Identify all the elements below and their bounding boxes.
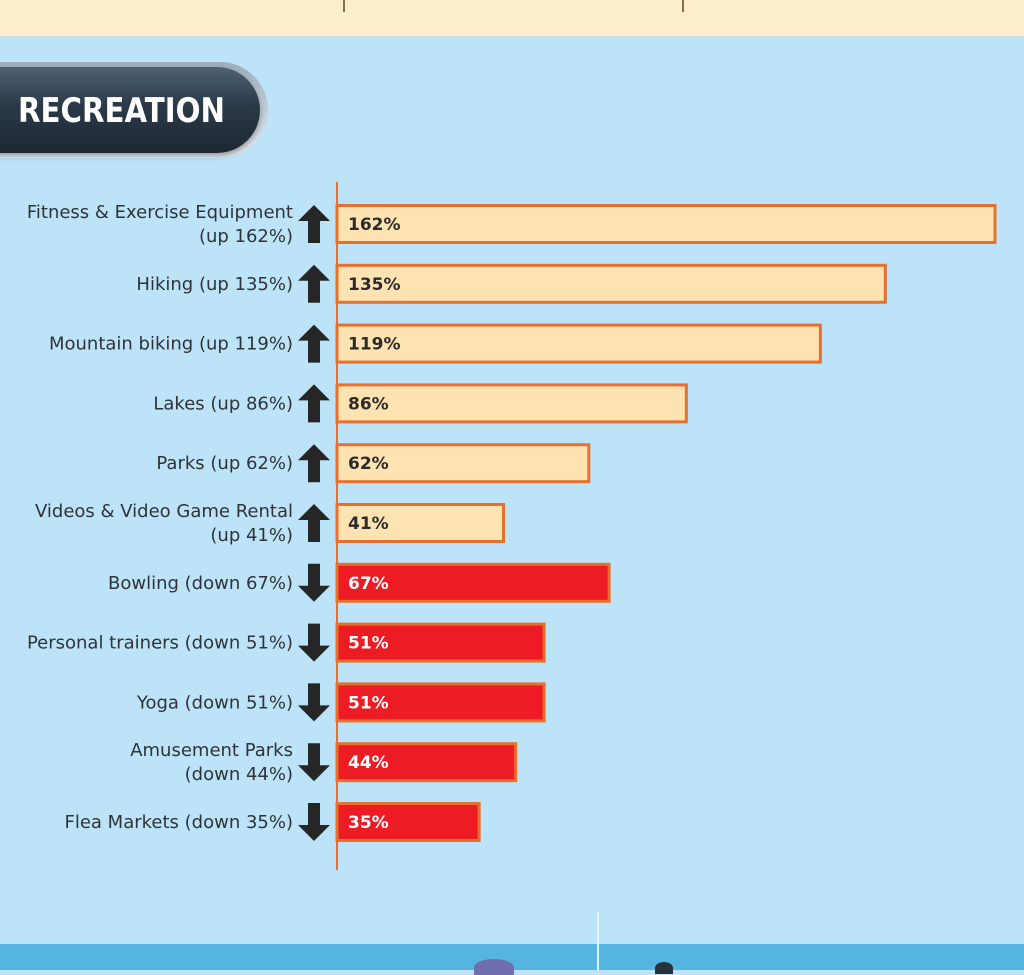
arrow-up-icon <box>298 324 330 363</box>
bar-7 <box>335 562 611 603</box>
bar-1 <box>335 204 997 244</box>
category-label: Parks (up 62%) <box>156 453 293 474</box>
arrow-down-icon <box>298 623 330 662</box>
decorative-dot-icon <box>655 962 673 974</box>
section-title-tab <box>0 67 260 153</box>
category-label: Fitness & Exercise Equipment <box>27 202 293 223</box>
category-label: Lakes (up 86%) <box>153 393 293 414</box>
bar-9 <box>335 682 546 723</box>
category-label: Bowling (down 67%) <box>108 573 293 594</box>
bar-value-label: 35% <box>348 813 389 833</box>
top-banner-strip <box>0 0 1024 38</box>
bar-value-label: 62% <box>348 454 389 474</box>
arrow-up-icon <box>298 264 330 303</box>
decorative-swoosh-icon <box>474 959 514 975</box>
bar-5 <box>335 443 591 484</box>
bottom-strip-divider <box>597 912 599 970</box>
bar-value-label: 135% <box>348 275 401 295</box>
bar-value-label: 162% <box>348 215 401 235</box>
arrow-up-icon <box>298 504 330 542</box>
arrow-down-icon <box>298 803 330 841</box>
bar-4 <box>335 383 688 424</box>
arrow-down-icon <box>298 683 330 722</box>
category-label: (up 41%) <box>210 525 293 546</box>
arrow-up-icon <box>298 444 330 483</box>
bar-value-label: 41% <box>348 514 389 534</box>
arrow-up-icon <box>298 205 330 243</box>
category-label: Flea Markets (down 35%) <box>65 812 294 833</box>
bar-value-label: 67% <box>348 574 389 594</box>
bar-6 <box>335 503 506 543</box>
category-label: Hiking (up 135%) <box>136 274 293 295</box>
bar-value-label: 51% <box>348 634 389 654</box>
arrow-up-icon <box>298 384 330 423</box>
bar-value-label: 86% <box>348 394 389 414</box>
category-label: Mountain biking (up 119%) <box>49 334 293 355</box>
bar-value-label: 119% <box>348 335 401 355</box>
category-label: (down 44%) <box>185 764 293 785</box>
bar-11 <box>335 802 481 842</box>
arrow-down-icon <box>298 743 330 782</box>
bar-8 <box>335 622 546 663</box>
arrow-down-icon <box>298 563 330 602</box>
bar-value-label: 51% <box>348 693 389 713</box>
category-label: Yoga (down 51%) <box>136 692 293 713</box>
bar-10 <box>335 742 518 783</box>
top-strip-divider <box>682 0 684 12</box>
top-strip-divider <box>343 0 345 12</box>
category-label: Videos & Video Game Rental <box>35 501 293 522</box>
category-label: Amusement Parks <box>130 740 293 761</box>
bar-3 <box>335 323 822 364</box>
section-title: RECREATION <box>18 91 225 131</box>
bar-value-label: 44% <box>348 753 389 773</box>
category-label: Personal trainers (down 51%) <box>27 633 293 654</box>
category-label: (up 162%) <box>199 226 293 247</box>
bar-2 <box>335 263 887 304</box>
